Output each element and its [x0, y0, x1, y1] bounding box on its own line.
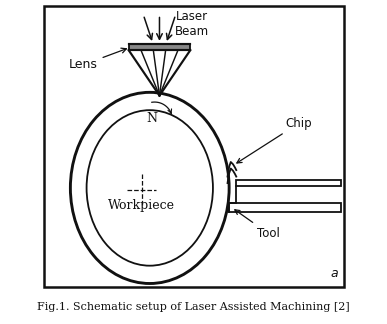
Text: Laser
Beam: Laser Beam	[175, 10, 209, 38]
Bar	[129, 44, 190, 50]
Bar	[236, 180, 341, 186]
Ellipse shape	[70, 92, 229, 284]
Text: N: N	[146, 112, 157, 125]
Text: Workpiece: Workpiece	[108, 199, 175, 212]
Bar	[229, 202, 341, 212]
Text: Chip: Chip	[237, 117, 312, 163]
Text: Lens: Lens	[69, 48, 127, 71]
Text: Tool: Tool	[235, 210, 279, 240]
Ellipse shape	[87, 110, 213, 266]
Text: Fig.1. Schematic setup of Laser Assisted Machining [2]: Fig.1. Schematic setup of Laser Assisted…	[37, 302, 350, 312]
FancyBboxPatch shape	[45, 6, 344, 287]
Text: a: a	[330, 267, 338, 280]
